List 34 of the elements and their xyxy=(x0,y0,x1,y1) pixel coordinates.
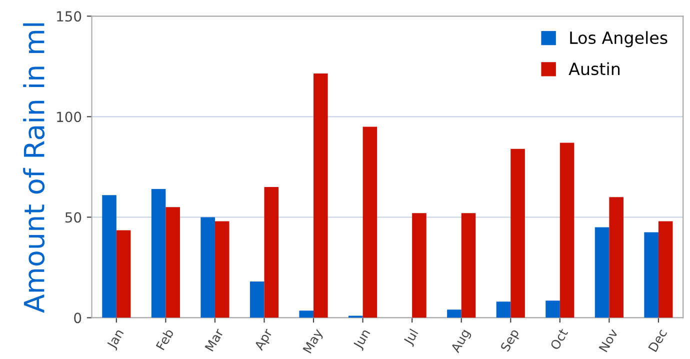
bar xyxy=(461,213,476,318)
bar xyxy=(214,221,230,318)
bar xyxy=(546,300,560,318)
bar xyxy=(314,73,328,318)
bar xyxy=(299,310,314,318)
bar xyxy=(510,148,525,318)
legend-label: Austin xyxy=(568,62,620,76)
bar xyxy=(151,189,166,318)
x-tick-label: Feb xyxy=(156,328,174,350)
bar xyxy=(200,217,215,318)
bar xyxy=(412,213,426,318)
bar xyxy=(166,207,180,318)
bar xyxy=(102,195,116,318)
bar xyxy=(362,126,378,318)
bar xyxy=(264,187,279,318)
legend-label: Los Angeles xyxy=(570,31,668,48)
x-tick-label: Jun xyxy=(352,328,372,351)
x-tick-label: Oct xyxy=(550,328,568,350)
y-tick-label: 100 xyxy=(57,112,82,122)
bar xyxy=(250,282,264,318)
bar xyxy=(594,227,610,318)
bar xyxy=(560,142,574,318)
bar xyxy=(644,232,658,318)
bar xyxy=(496,302,511,318)
bar xyxy=(609,197,624,318)
y-tick-label: 50 xyxy=(65,212,82,223)
y-tick-label: 150 xyxy=(57,11,82,22)
y-tick-label: 0 xyxy=(74,312,82,324)
x-tick-label: Jul xyxy=(402,328,420,348)
bar xyxy=(447,310,462,318)
bar xyxy=(658,221,673,318)
bar xyxy=(116,230,131,318)
x-tick-label: Jan xyxy=(106,328,126,351)
y-axis-title: Amount of Rain in ml xyxy=(23,23,45,313)
